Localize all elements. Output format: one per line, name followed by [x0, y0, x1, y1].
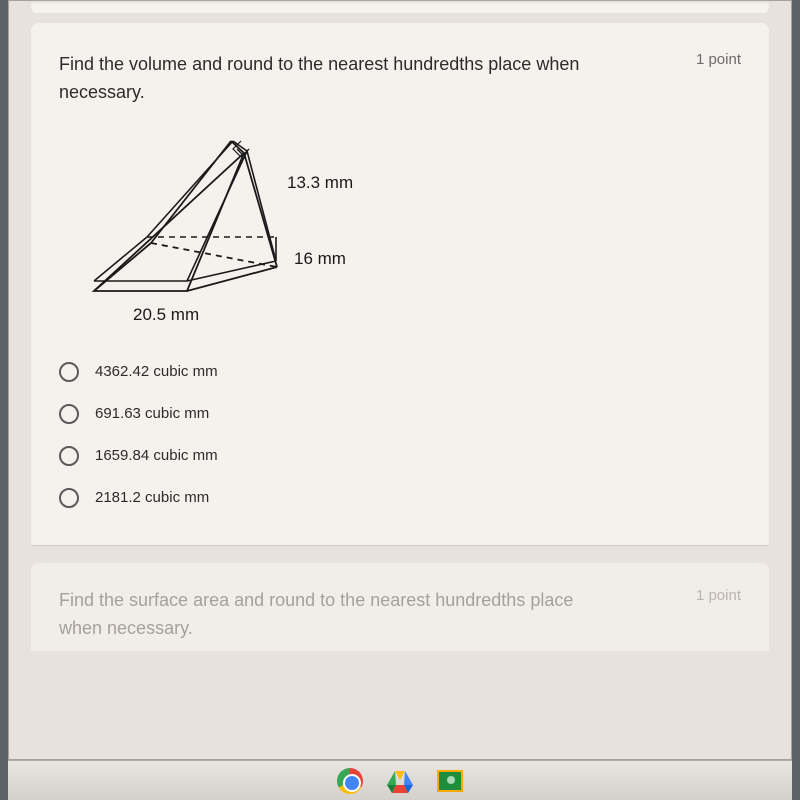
- classroom-icon[interactable]: [436, 767, 464, 795]
- points-label: 1 point: [696, 51, 741, 68]
- next-points-label: 1 point: [696, 587, 741, 604]
- next-question-prompt: Find the surface area and round to the n…: [59, 587, 619, 643]
- answer-option[interactable]: 2181.2 cubic mm: [59, 477, 741, 519]
- screen-content: Find the volume and round to the nearest…: [8, 0, 792, 760]
- taskbar: [8, 760, 792, 800]
- dimension-depth: 20.5 mm: [133, 305, 199, 325]
- answer-option[interactable]: 4362.42 cubic mm: [59, 351, 741, 393]
- dimension-slant: 13.3 mm: [287, 173, 353, 193]
- option-label: 1659.84 cubic mm: [95, 447, 218, 464]
- answer-options: 4362.42 cubic mm 691.63 cubic mm 1659.84…: [59, 351, 741, 519]
- chrome-icon[interactable]: [336, 767, 364, 795]
- radio-icon[interactable]: [59, 362, 79, 382]
- answer-option[interactable]: 1659.84 cubic mm: [59, 435, 741, 477]
- drive-icon[interactable]: [386, 767, 414, 795]
- radio-icon[interactable]: [59, 446, 79, 466]
- previous-card-edge: [31, 3, 769, 13]
- question-header: Find the volume and round to the nearest…: [59, 51, 741, 107]
- figure-triangular-prism: 13.3 mm 16 mm 20.5 mm: [59, 131, 359, 331]
- option-label: 691.63 cubic mm: [95, 405, 209, 422]
- option-label: 4362.42 cubic mm: [95, 363, 218, 380]
- question-card: Find the volume and round to the nearest…: [31, 23, 769, 545]
- next-question-header: Find the surface area and round to the n…: [59, 587, 741, 643]
- next-question-card: Find the surface area and round to the n…: [31, 563, 769, 651]
- answer-option[interactable]: 691.63 cubic mm: [59, 393, 741, 435]
- option-label: 2181.2 cubic mm: [95, 489, 209, 506]
- radio-icon[interactable]: [59, 488, 79, 508]
- dimension-base: 16 mm: [294, 249, 346, 269]
- prism-svg: [79, 131, 289, 311]
- radio-icon[interactable]: [59, 404, 79, 424]
- question-prompt: Find the volume and round to the nearest…: [59, 51, 619, 107]
- card-gap: [31, 545, 769, 563]
